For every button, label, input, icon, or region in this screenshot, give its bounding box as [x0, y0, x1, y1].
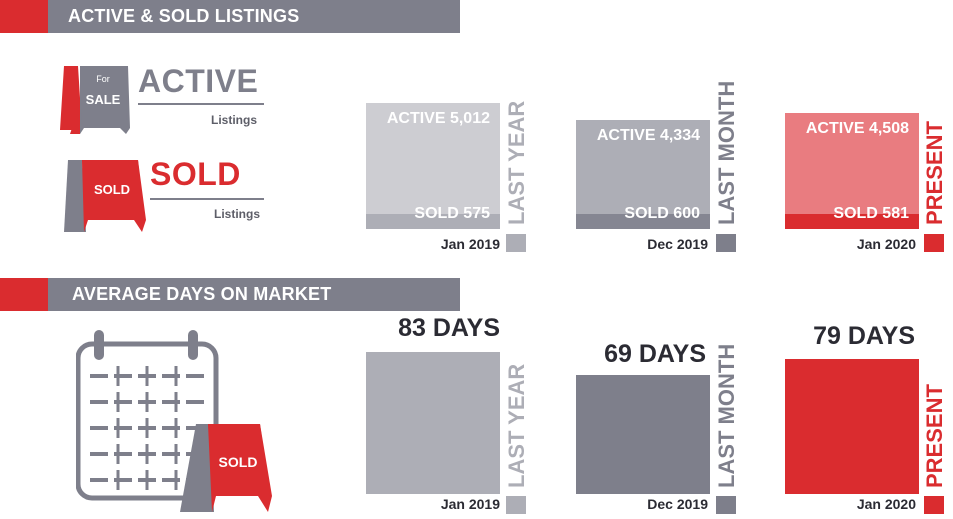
date-label-dec-2019-listings: Dec 2019 — [596, 236, 708, 252]
dom-label-present: 79 DAYS — [785, 322, 915, 351]
for-sale-sign-text: SALE — [82, 92, 124, 107]
listings-section-header: ACTIVE & SOLD LISTINGS — [0, 0, 460, 33]
sold-legend-divider — [150, 198, 264, 200]
sold-label-last-month: SOLD 600 — [576, 205, 700, 223]
header-red-block — [0, 0, 48, 33]
period-marker-last-month-listings — [716, 234, 736, 252]
active-legend-sub: Listings — [138, 113, 257, 127]
active-legend-word: ACTIVE — [138, 65, 258, 97]
date-label-jan-2020-listings: Jan 2020 — [812, 236, 916, 252]
dom-bar-present — [785, 359, 919, 494]
period-label-last-month-dom: LAST MONTH — [716, 344, 738, 488]
date-label-jan-2019-listings: Jan 2019 — [396, 236, 500, 252]
sold-label-present: SOLD 581 — [785, 205, 909, 223]
sold-legend-sub: Listings — [150, 207, 260, 221]
dom-bar-last-year — [366, 352, 500, 494]
active-label-present: ACTIVE 4,508 — [785, 120, 909, 138]
period-marker-present-dom — [924, 496, 944, 514]
date-label-jan-2020-dom: Jan 2020 — [812, 496, 916, 512]
period-label-present-listings: PRESENT — [924, 121, 946, 225]
dom-section-title: AVERAGE DAYS ON MARKET — [72, 278, 331, 311]
period-marker-present-listings — [924, 234, 944, 252]
period-label-last-year-listings: LAST YEAR — [506, 101, 528, 225]
calendar-sold-sign-text: SOLD — [208, 454, 268, 470]
dom-label-last-month: 69 DAYS — [576, 340, 706, 369]
period-marker-last-year-dom — [506, 496, 526, 514]
calendar-icon: SOLD — [76, 330, 276, 514]
period-label-present-dom: PRESENT — [924, 384, 946, 488]
for-sale-sign-icon: For SALE — [60, 66, 134, 134]
period-label-last-year-dom: LAST YEAR — [506, 364, 528, 488]
active-label-last-year: ACTIVE 5,012 — [366, 110, 490, 128]
sold-legend-word: SOLD — [150, 158, 241, 190]
period-marker-last-month-dom — [716, 496, 736, 514]
dom-label-last-year: 83 DAYS — [366, 314, 500, 343]
date-label-jan-2019-dom: Jan 2019 — [396, 496, 500, 512]
dom-section-header: AVERAGE DAYS ON MARKET — [0, 278, 460, 311]
for-sale-sign-top: For — [88, 74, 118, 84]
header-red-block — [0, 278, 48, 311]
dom-bar-last-month — [576, 375, 710, 494]
sold-label-last-year: SOLD 575 — [366, 205, 490, 223]
listings-section-title: ACTIVE & SOLD LISTINGS — [68, 0, 299, 33]
period-marker-last-year-listings — [506, 234, 526, 252]
date-label-dec-2019-dom: Dec 2019 — [596, 496, 708, 512]
sold-sign-icon: SOLD — [64, 160, 146, 232]
active-label-last-month: ACTIVE 4,334 — [576, 127, 700, 145]
sold-sign-text: SOLD — [84, 182, 140, 197]
period-label-last-month-listings: LAST MONTH — [716, 81, 738, 225]
active-legend-divider — [138, 103, 264, 105]
